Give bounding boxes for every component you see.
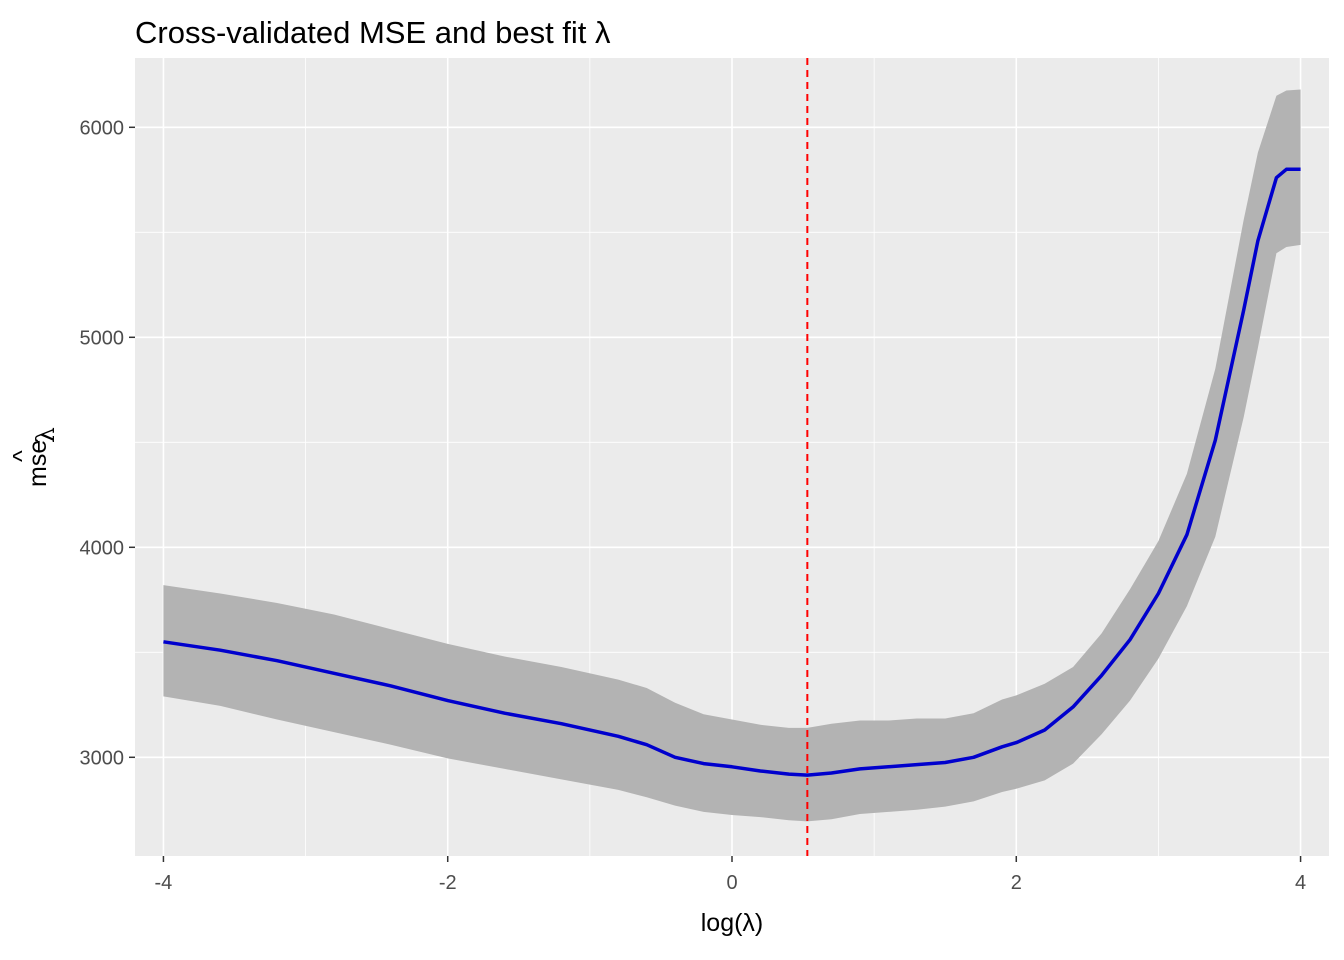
x-tick-label: -4	[155, 872, 173, 894]
y-axis-ticks: 3000 4000 5000 6000	[80, 117, 135, 769]
y-axis-title-hat: ^	[8, 450, 36, 462]
y-axis-title: mse ^ λ	[8, 427, 60, 487]
y-tick-label: 5000	[80, 327, 125, 349]
y-tick-label: 4000	[80, 537, 125, 559]
x-axis-ticks: -4 -2 0 2 4	[155, 856, 1306, 894]
y-axis-title-base: mse	[24, 440, 52, 487]
x-tick-label: 2	[1011, 872, 1022, 894]
x-axis-title: log(λ)	[701, 909, 764, 937]
y-axis-title-subscript: λ	[31, 427, 60, 443]
chart-title: Cross-validated MSE and best fit λ	[135, 15, 611, 50]
y-tick-label: 3000	[80, 747, 125, 769]
y-tick-label: 6000	[80, 117, 125, 139]
mse-mean-line	[163, 167, 1301, 777]
x-tick-label: 0	[726, 872, 737, 894]
x-tick-label: -2	[439, 872, 457, 894]
x-tick-label: 4	[1295, 872, 1306, 894]
